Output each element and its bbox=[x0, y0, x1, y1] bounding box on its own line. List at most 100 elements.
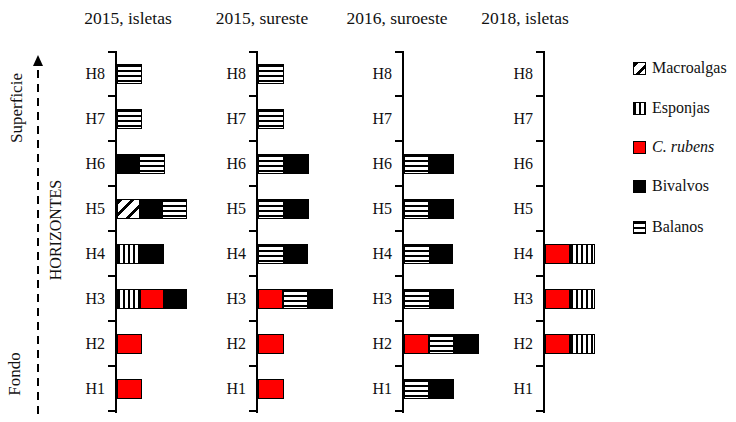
bar-segment-bivalvos bbox=[308, 289, 333, 309]
bar-segment-balanos bbox=[404, 379, 429, 399]
axis-tick bbox=[108, 185, 115, 187]
axis-tick bbox=[108, 95, 115, 97]
bar-segment-c_rubens bbox=[140, 289, 164, 309]
bar-segment-c_rubens bbox=[117, 379, 142, 399]
bar-segment-balanos bbox=[404, 154, 429, 174]
horizon-label: H6 bbox=[499, 154, 533, 174]
esponjas-swatch-icon bbox=[633, 102, 646, 115]
horizon-label: H5 bbox=[71, 199, 105, 219]
panel-axis bbox=[402, 51, 404, 413]
horizon-label: H5 bbox=[499, 199, 533, 219]
legend-item-balanos: Balanos bbox=[633, 217, 704, 237]
bar-segment-bivalvos bbox=[430, 244, 453, 264]
horizon-label: H3 bbox=[358, 289, 392, 309]
axis-tick bbox=[536, 51, 543, 53]
axis-tick bbox=[536, 185, 543, 187]
horizon-label: H1 bbox=[212, 379, 246, 399]
axis-tick bbox=[249, 275, 256, 277]
bar-segment-c_rubens bbox=[258, 334, 284, 354]
bar-segment-balanos bbox=[258, 109, 284, 129]
panel-axis bbox=[543, 51, 545, 413]
legend-item-bivalvos: Bivalvos bbox=[633, 176, 709, 196]
horizon-label: H3 bbox=[71, 289, 105, 309]
macroalgas-swatch-icon bbox=[633, 62, 646, 75]
legend-label-bivalvos: Bivalvos bbox=[652, 176, 709, 196]
horizontes-axis-label: HORIZONTES bbox=[46, 170, 66, 290]
axis-tick bbox=[108, 230, 115, 232]
axis-tick bbox=[395, 51, 402, 53]
bar-segment-bivalvos bbox=[429, 379, 454, 399]
horizon-label: H2 bbox=[212, 334, 246, 354]
bar-segment-bivalvos bbox=[429, 154, 454, 174]
horizon-label: H1 bbox=[358, 379, 392, 399]
depth-dashed-line bbox=[37, 70, 39, 420]
panel-axis bbox=[115, 51, 117, 413]
axis-tick bbox=[249, 95, 256, 97]
bar-segment-bivalvos bbox=[140, 244, 164, 264]
legend-item-c_rubens: C. rubens bbox=[633, 137, 714, 157]
axis-tick bbox=[249, 230, 256, 232]
bar-segment-esponjas bbox=[570, 244, 595, 264]
axis-tick bbox=[536, 365, 543, 367]
bar-segment-c_rubens bbox=[117, 334, 142, 354]
horizon-label: H3 bbox=[212, 289, 246, 309]
legend-item-esponjas: Esponjas bbox=[633, 98, 710, 118]
horizon-label: H4 bbox=[358, 244, 392, 264]
superficie-axis-label: Superficie bbox=[7, 48, 27, 168]
horizon-label: H4 bbox=[212, 244, 246, 264]
axis-tick bbox=[249, 410, 256, 412]
horizon-label: H7 bbox=[71, 109, 105, 129]
horizon-label: H1 bbox=[499, 379, 533, 399]
legend-label-esponjas: Esponjas bbox=[652, 98, 710, 118]
axis-tick bbox=[536, 410, 543, 412]
legend-item-macroalgas: Macroalgas bbox=[633, 58, 727, 78]
axis-tick bbox=[108, 140, 115, 142]
horizon-label: H2 bbox=[499, 334, 533, 354]
bar-segment-bivalvos bbox=[117, 154, 139, 174]
axis-tick bbox=[249, 51, 256, 53]
axis-tick bbox=[395, 230, 402, 232]
bar-segment-bivalvos bbox=[284, 199, 309, 219]
horizon-label: H2 bbox=[358, 334, 392, 354]
bar-segment-esponjas bbox=[117, 244, 140, 264]
axis-tick bbox=[395, 320, 402, 322]
axis-tick bbox=[395, 275, 402, 277]
axis-tick bbox=[108, 410, 115, 412]
bar-segment-balanos bbox=[258, 199, 284, 219]
axis-tick bbox=[249, 320, 256, 322]
horizon-label: H1 bbox=[71, 379, 105, 399]
bar-segment-c_rubens bbox=[258, 379, 284, 399]
bar-segment-c_rubens bbox=[545, 334, 570, 354]
axis-tick bbox=[108, 320, 115, 322]
bar-segment-balanos bbox=[258, 154, 284, 174]
panel-title: 2018, isletas bbox=[450, 8, 600, 29]
bar-segment-balanos bbox=[404, 199, 429, 219]
horizon-label: H8 bbox=[71, 64, 105, 84]
axis-tick bbox=[395, 410, 402, 412]
axis-tick bbox=[395, 365, 402, 367]
horizon-label: H4 bbox=[71, 244, 105, 264]
horizon-label: H2 bbox=[71, 334, 105, 354]
bar-segment-esponjas bbox=[570, 289, 595, 309]
axis-tick bbox=[108, 365, 115, 367]
horizon-label: H6 bbox=[71, 154, 105, 174]
bar-segment-balanos bbox=[117, 109, 142, 129]
horizon-label: H7 bbox=[499, 109, 533, 129]
panel-axis bbox=[256, 51, 258, 413]
up-arrow-icon bbox=[33, 55, 43, 66]
bar-segment-balanos bbox=[283, 289, 308, 309]
bar-segment-balanos bbox=[117, 64, 142, 84]
horizon-label: H6 bbox=[358, 154, 392, 174]
horizon-label: H5 bbox=[358, 199, 392, 219]
axis-tick bbox=[536, 95, 543, 97]
axis-tick bbox=[108, 275, 115, 277]
axis-tick bbox=[249, 185, 256, 187]
bar-segment-bivalvos bbox=[284, 244, 308, 264]
bar-segment-c_rubens bbox=[404, 334, 429, 354]
axis-tick bbox=[536, 320, 543, 322]
fondo-axis-label: Fondo bbox=[5, 314, 25, 422]
bar-segment-c_rubens bbox=[545, 244, 570, 264]
bar-segment-bivalvos bbox=[454, 334, 479, 354]
legend-label-macroalgas: Macroalgas bbox=[652, 58, 727, 78]
bar-segment-bivalvos bbox=[429, 199, 454, 219]
